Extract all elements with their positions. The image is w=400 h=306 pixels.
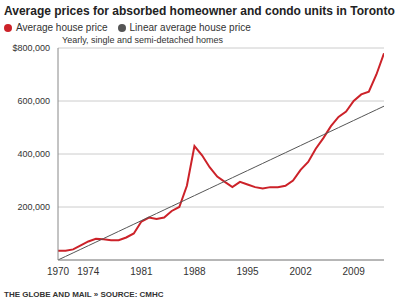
html-text:Linear average house price: Linear average house price	[129, 22, 251, 33]
svg-text:1981: 1981	[130, 266, 153, 277]
html-text:Average house price: Average house price	[16, 22, 108, 33]
svg-text:2009: 2009	[343, 266, 366, 277]
svg-text:600,000: 600,000	[17, 96, 50, 106]
svg-text:$800,000: $800,000	[12, 43, 50, 53]
svg-text:1970: 1970	[47, 266, 70, 277]
html-text:THE GLOBE AND MAIL » SOURCE: C: THE GLOBE AND MAIL » SOURCE: CMHC	[4, 290, 164, 299]
svg-text:400,000: 400,000	[17, 149, 50, 159]
svg-text:200,000: 200,000	[17, 202, 50, 212]
html-text:Yearly, single and semi-detach: Yearly, single and semi-detached homes	[62, 35, 224, 45]
svg-text:1974: 1974	[77, 266, 100, 277]
svg-text:1988: 1988	[183, 266, 206, 277]
svg-text:2002: 2002	[289, 266, 312, 277]
html-text:Average prices for absorbed ho: Average prices for absorbed homeowner an…	[4, 4, 395, 18]
svg-text:1995: 1995	[236, 266, 259, 277]
